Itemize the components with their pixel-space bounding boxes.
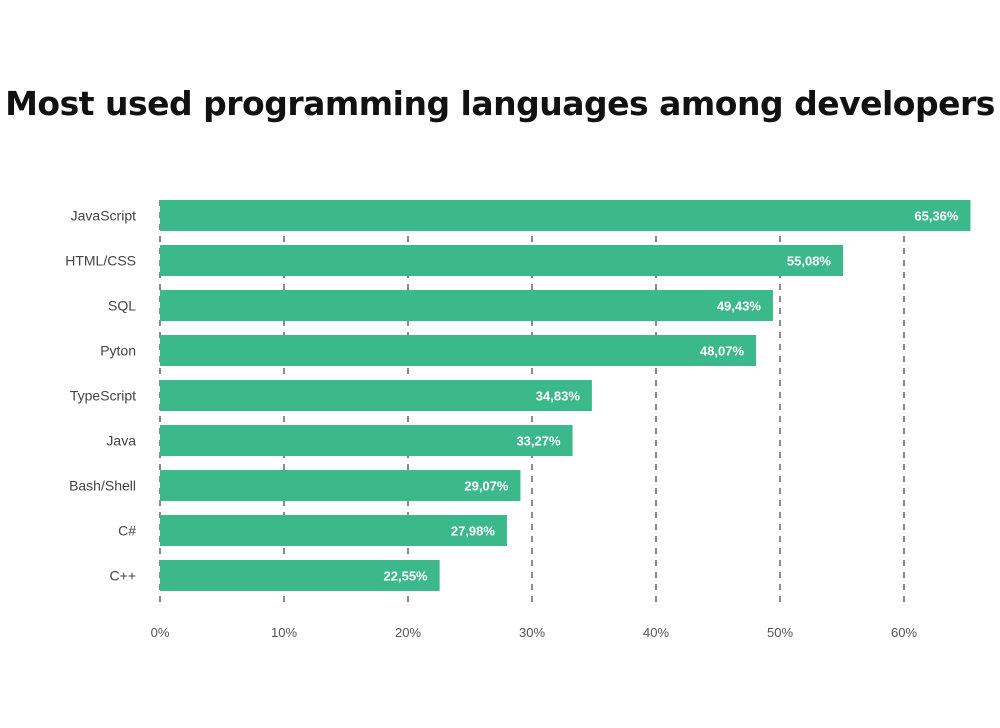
x-tick-label: 30%	[519, 625, 545, 640]
x-tick-label: 60%	[891, 625, 917, 640]
bar	[160, 290, 773, 321]
data-label: 22,55%	[384, 569, 429, 584]
x-tick-label: 0%	[151, 625, 170, 640]
data-label: 27,98%	[451, 524, 496, 539]
bar	[160, 425, 573, 456]
category-label: SQL	[108, 298, 136, 314]
bar	[160, 470, 521, 501]
data-label: 33,27%	[516, 434, 561, 449]
x-tick-label: 10%	[271, 625, 297, 640]
bar	[160, 380, 592, 411]
bar	[160, 560, 440, 591]
category-label: Pyton	[100, 343, 136, 359]
category-label: C++	[110, 568, 136, 584]
bar	[160, 200, 971, 231]
category-label: Java	[106, 433, 136, 449]
bar	[160, 515, 507, 546]
data-label: 29,07%	[464, 479, 509, 494]
bar	[160, 245, 843, 276]
category-label: JavaScript	[71, 208, 136, 224]
category-label: TypeScript	[70, 388, 136, 404]
x-tick-label: 40%	[643, 625, 669, 640]
category-label: HTML/CSS	[65, 253, 136, 269]
chart-title: Most used programming languages among de…	[5, 84, 995, 123]
category-label: Bash/Shell	[69, 478, 136, 494]
x-tick-label: 50%	[767, 625, 793, 640]
data-label: 49,43%	[717, 299, 762, 314]
data-label: 48,07%	[700, 344, 745, 359]
data-label: 65,36%	[914, 209, 959, 224]
x-tick-label: 20%	[395, 625, 421, 640]
category-label: C#	[118, 523, 136, 539]
data-label: 55,08%	[787, 254, 832, 269]
data-label: 34,83%	[536, 389, 581, 404]
bar	[160, 335, 757, 366]
